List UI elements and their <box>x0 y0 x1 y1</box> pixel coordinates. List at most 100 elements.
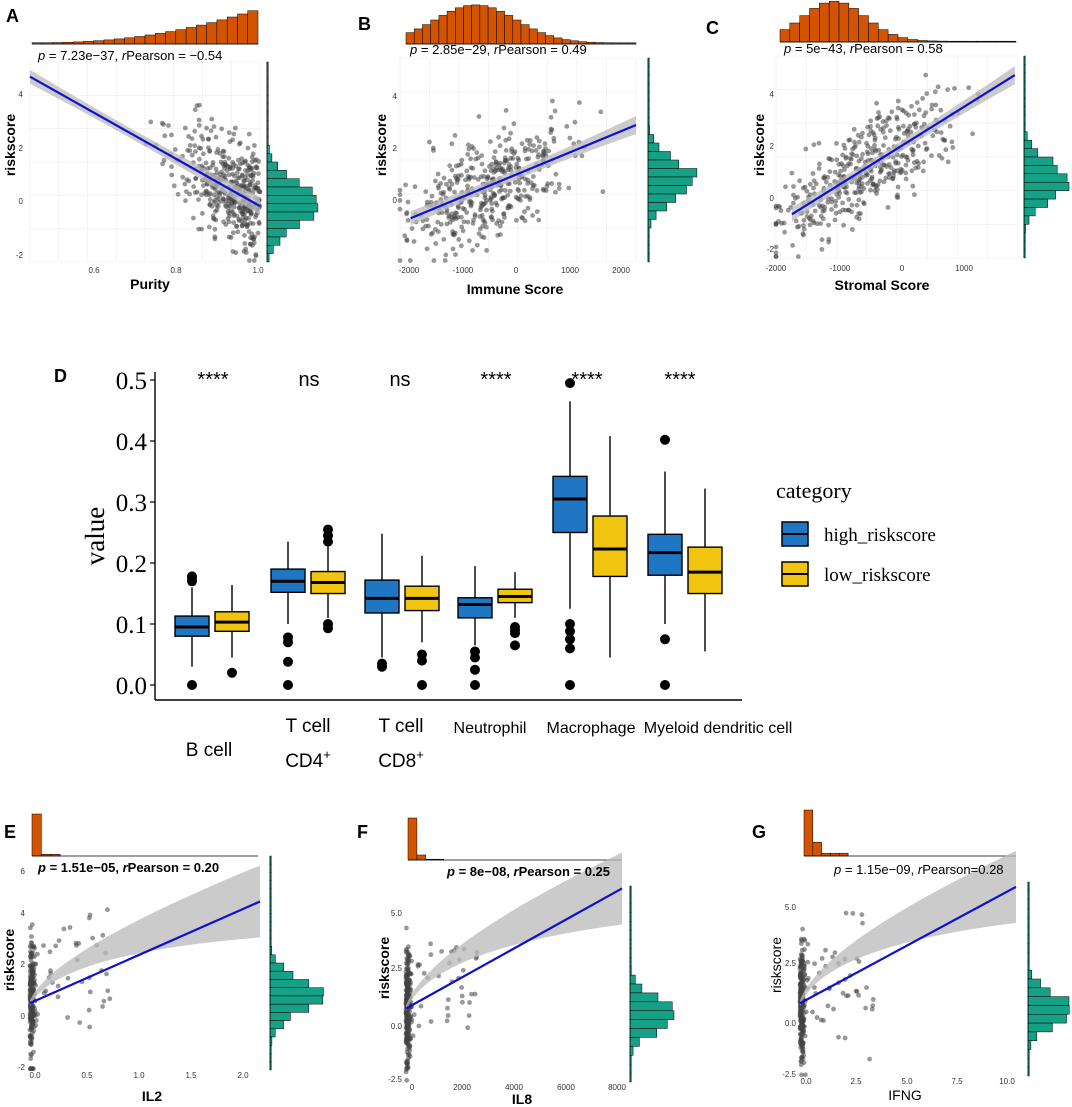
data-point <box>221 154 227 160</box>
data-point <box>452 214 458 220</box>
box-high_riskscore-5 <box>647 434 683 690</box>
data-point <box>474 150 480 156</box>
data-point <box>252 143 257 148</box>
x-tick: 1.5 <box>185 1071 197 1080</box>
histogram-bar <box>821 852 831 857</box>
data-point <box>939 155 945 161</box>
histogram-bar <box>269 954 276 964</box>
data-point <box>817 161 822 167</box>
data-point <box>183 189 189 195</box>
data-point <box>100 1004 105 1009</box>
data-point <box>430 230 435 236</box>
data-point <box>452 189 457 195</box>
significance-label: **** <box>197 369 228 391</box>
data-point <box>790 243 795 248</box>
data-point <box>233 250 239 256</box>
x-tick: 0.8 <box>170 266 182 275</box>
data-point <box>905 126 911 132</box>
data-point <box>878 126 884 132</box>
histogram-bar <box>629 983 643 994</box>
data-point <box>428 941 433 947</box>
data-point <box>459 993 465 999</box>
data-point <box>886 162 892 167</box>
panel-c-fit <box>791 66 1016 222</box>
panel-label-d: D <box>54 366 67 386</box>
data-point <box>187 191 193 197</box>
data-point <box>544 183 550 189</box>
data-point <box>851 126 857 132</box>
y-tick: 2 <box>393 144 398 153</box>
data-point <box>404 987 410 993</box>
data-point <box>834 157 840 163</box>
data-point <box>243 246 249 252</box>
outlier-point <box>660 634 670 645</box>
data-point <box>477 226 483 232</box>
data-point <box>429 193 435 199</box>
data-point <box>230 137 236 143</box>
data-point <box>159 120 165 126</box>
stat-annotation: p = 2.85e−29, rPearson = 0.49 <box>409 42 587 57</box>
box-high_riskscore-3 <box>457 566 493 690</box>
data-point <box>870 130 876 136</box>
data-point <box>210 160 216 165</box>
data-point <box>777 204 783 210</box>
data-point <box>460 967 466 973</box>
data-point <box>196 123 202 128</box>
histogram-bar <box>237 13 249 45</box>
data-point <box>805 941 811 947</box>
panel-a-top-histogram <box>31 10 259 45</box>
data-point <box>914 100 920 105</box>
data-point <box>861 201 867 207</box>
outlier-point <box>470 646 480 657</box>
panel-c-top-histogram <box>779 0 1017 43</box>
data-point <box>424 246 430 252</box>
x-tick: 0.5 <box>81 1071 93 1080</box>
panel-label-f: F <box>357 822 368 842</box>
x-tick: -1000 <box>453 266 474 275</box>
data-point <box>881 179 887 185</box>
histogram-bar <box>812 841 822 857</box>
data-point <box>237 166 242 172</box>
data-point <box>191 184 197 190</box>
data-point <box>909 146 915 152</box>
x-tick: 0.6 <box>88 266 100 275</box>
panel-b: B -2000 -1000 0 1000 2000 0 2 4 Immune S… <box>358 4 698 297</box>
data-point <box>249 154 255 160</box>
data-point <box>859 134 864 140</box>
data-point <box>28 977 34 983</box>
box-body <box>647 533 683 576</box>
data-point <box>827 156 833 162</box>
data-point <box>552 108 558 114</box>
data-point <box>496 134 501 140</box>
data-point <box>397 187 403 193</box>
data-point <box>900 152 906 158</box>
box-high_riskscore-4 <box>552 378 588 690</box>
data-point <box>469 991 474 997</box>
data-point <box>404 974 409 980</box>
data-point <box>827 169 833 175</box>
data-point <box>903 162 909 168</box>
data-point <box>444 1018 450 1024</box>
data-point <box>162 133 168 139</box>
data-point <box>876 110 881 115</box>
data-point <box>932 89 938 95</box>
data-point <box>869 1006 875 1012</box>
data-point <box>818 221 823 227</box>
data-point <box>863 1005 868 1011</box>
data-point <box>522 187 527 193</box>
panel-a-fit <box>29 69 261 216</box>
panel-e-side-histogram <box>269 855 324 1071</box>
data-point <box>405 1013 411 1018</box>
data-point <box>517 180 522 186</box>
data-point <box>442 258 448 263</box>
histogram-bar <box>1023 173 1068 183</box>
regression-line <box>799 885 1017 1005</box>
data-point <box>454 180 460 185</box>
data-point <box>849 151 854 157</box>
x-tick-label: Myeloid dendritic cell <box>644 720 793 737</box>
histogram-bar <box>1023 139 1033 149</box>
histogram-bar <box>647 168 698 178</box>
data-point <box>506 136 512 142</box>
data-point <box>470 166 476 171</box>
data-point <box>169 172 175 178</box>
